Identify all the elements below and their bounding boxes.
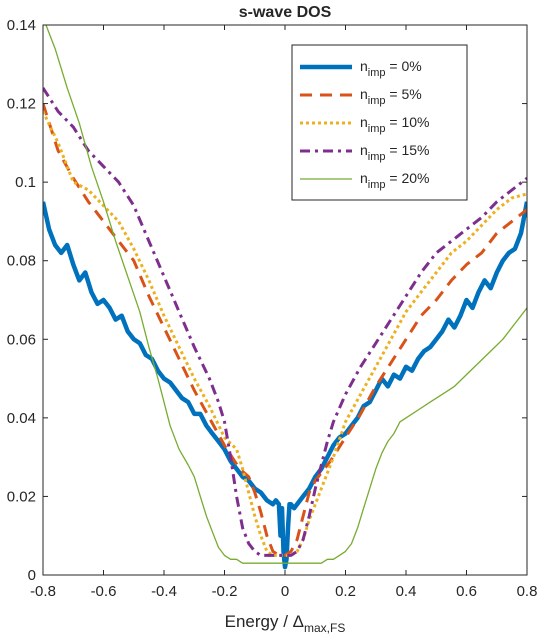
chart-title: s-wave DOS — [239, 4, 332, 21]
series-line-3 — [43, 87, 527, 557]
legend-label-1: nimp = 5% — [360, 86, 422, 107]
x-tick-label: 0 — [281, 583, 289, 600]
x-tick-label: -0.4 — [151, 583, 177, 600]
y-tick-label: 0.14 — [7, 17, 36, 34]
series-layer — [43, 25, 527, 570]
x-tick-label: -0.6 — [91, 583, 117, 600]
x-tick-label: 0.6 — [456, 583, 477, 600]
x-axis-label: Energy / Δmax,FS — [225, 612, 346, 635]
y-tick-label: 0.12 — [7, 96, 36, 113]
y-tick-label: 0.06 — [7, 331, 36, 348]
x-axis: -0.8 -0.6 -0.4 -0.2 0 0.2 0.4 0.6 0.8 — [30, 25, 537, 600]
legend-label-2: nimp = 10% — [360, 114, 430, 135]
x-tick-label: 0.4 — [396, 583, 417, 600]
legend-label-3: nimp = 15% — [360, 142, 430, 163]
y-tick-label: 0.04 — [7, 410, 36, 427]
legend-box — [291, 44, 468, 201]
y-tick-label: 0.1 — [15, 174, 36, 191]
x-axis-label-subscript: max,FS — [304, 621, 345, 635]
series-line-0 — [43, 201, 527, 570]
y-tick-label: 0 — [28, 567, 36, 584]
series-line-2 — [43, 110, 527, 557]
y-axis: 0 0.02 0.04 0.06 0.08 0.1 0.12 0.14 — [7, 17, 527, 584]
x-axis-label-main: Energy / Δ — [225, 612, 304, 631]
series-line-4 — [45, 25, 527, 564]
x-tick-label: -0.2 — [212, 583, 238, 600]
x-tick-label: 0.2 — [335, 583, 356, 600]
x-tick-label: -0.8 — [30, 583, 56, 600]
series-line-1 — [43, 103, 527, 557]
y-tick-label: 0.02 — [7, 488, 36, 505]
legend-label-4: nimp = 20% — [360, 170, 430, 191]
x-tick-label: 0.8 — [517, 583, 538, 600]
legend-label-0: nimp = 0% — [360, 58, 422, 79]
legend: nimp = 0% nimp = 5% nimp = 10% nimp = 15% ni… — [291, 44, 468, 201]
y-tick-label: 0.08 — [7, 253, 36, 270]
